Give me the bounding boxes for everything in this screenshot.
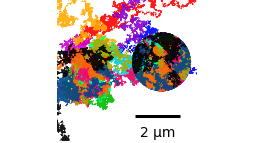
Circle shape	[140, 40, 183, 84]
Text: 2 μm: 2 μm	[139, 126, 175, 140]
